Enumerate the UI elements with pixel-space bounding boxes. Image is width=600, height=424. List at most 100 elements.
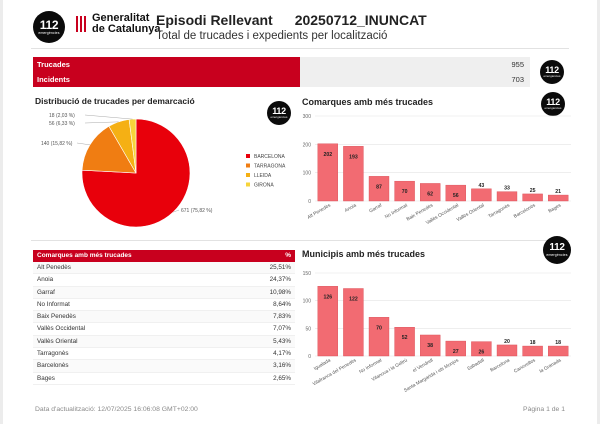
kpi-incidents: Incidents 703 [33, 72, 530, 87]
kpi-trucades: Trucades 955 [33, 57, 530, 72]
bar [343, 146, 364, 202]
x-tick-label: Garraf [368, 202, 383, 214]
bar-value-label: 52 [402, 335, 408, 341]
bar-value-label: 33 [504, 186, 510, 192]
y-tick-label: 150 [303, 271, 312, 277]
table-cell-comarca: Tarragonès [37, 350, 69, 358]
table-cell-comarca: Anoia [37, 276, 54, 284]
y-tick-label: 100 [303, 171, 312, 177]
comarques-chart-title: Comarques amb més trucades [302, 97, 434, 107]
pie-chart: 671 (75,82 %) 140 (15,82 %) 56 (6,33 %) 18 … [41, 113, 286, 228]
bar [343, 288, 364, 357]
header-divider [31, 48, 569, 49]
y-tick-label: 0 [308, 354, 311, 360]
bar [548, 345, 569, 357]
senyera-icon [76, 16, 88, 32]
bar-value-label: 18 [555, 340, 561, 346]
gencat-line2: de Catalunya [92, 23, 161, 35]
bar [445, 340, 466, 357]
bar [445, 184, 466, 202]
y-tick-label: 200 [303, 142, 312, 148]
table-row: Tarragonès 4,17% [33, 348, 295, 361]
table-cell-pct: 4,17% [273, 350, 291, 358]
table-row: No Informat 8,64% [33, 299, 295, 312]
update-timestamp: Data d'actualització: 12/07/2025 16:06:0… [35, 406, 198, 413]
table-header: Comarques amb més trucades % [33, 250, 295, 262]
bar-value-label: 26 [479, 350, 485, 356]
table-row: Bages 2,65% [33, 373, 295, 385]
logo-sub: emergències [38, 31, 60, 35]
pie-legend-label: LLEIDA [254, 173, 272, 179]
mid-divider [31, 240, 569, 241]
table-cell-pct: 5,43% [273, 337, 291, 345]
bar [368, 176, 390, 202]
table-row: Baix Penedès 7,83% [33, 311, 295, 324]
pie-value-label: 140 (15,82 %) [41, 141, 73, 147]
bar-value-label: 87 [376, 184, 382, 190]
comarques-table: Comarques amb més trucades % Alt Penedès… [33, 250, 295, 385]
table-cell-comarca: Bages [37, 374, 55, 382]
pie-slice [81, 125, 137, 174]
bar [368, 317, 390, 357]
table-cell-comarca: Vallès Occidental [37, 325, 86, 333]
pie-leader-line [84, 114, 133, 120]
bar [420, 183, 441, 202]
report-title: Episodi Rellevant 20250712_INUNCAT [156, 12, 427, 28]
x-tick-label: Sabadell [466, 358, 485, 373]
bar [522, 193, 543, 202]
logo-sub: emergències [543, 74, 561, 78]
x-tick-label: el Vendrell [412, 358, 434, 374]
episode-code: 20250712_INUNCAT [294, 12, 427, 28]
table-cell-comarca: Vallès Oriental [37, 337, 78, 345]
table-cell-pct: 10,98% [269, 288, 291, 296]
comarques-bar-chart: 0 100 200 300 202 Alt Penedès 193 Anoia 87 Garraf… [303, 114, 571, 226]
x-tick-label: Vallès Oriental [456, 203, 486, 224]
pie-value-label: 671 (75,82 %) [181, 208, 213, 214]
bar [496, 191, 518, 202]
kpi-incidents-label: Incidents [33, 72, 300, 87]
kpi-trucades-value: 955 [511, 60, 524, 69]
bar-value-label: 20 [504, 339, 510, 345]
pie-legend-swatch [246, 163, 250, 168]
y-tick-label: 300 [303, 114, 312, 120]
gencat-logo: Generalitat de Catalunya [76, 13, 160, 35]
y-tick-label: 0 [308, 199, 311, 205]
pie-value-label: 18 (2,03 %) [49, 113, 75, 119]
112-logo-comarques: 112 emergències [541, 92, 565, 116]
bar [317, 143, 338, 202]
pie-value-label: 56 (6,33 %) [49, 121, 75, 127]
bar-value-label: 43 [479, 183, 485, 189]
logo-number: 112 [549, 242, 565, 253]
table-cell-comarca: Baix Penedès [37, 313, 76, 321]
bar [394, 327, 415, 357]
x-tick-label: la Granada [539, 357, 563, 374]
bar [317, 286, 338, 357]
pie-leader-line [76, 142, 90, 146]
bar [394, 180, 415, 202]
112-logo: 112 emergències [33, 11, 65, 43]
kpi-trucades-label: Trucades [33, 57, 300, 72]
logo-sub: emergències [270, 115, 288, 119]
table-row: Garraf 10,98% [33, 286, 295, 299]
112-logo-municipis: 112 emergències [543, 236, 571, 264]
bar-value-label: 27 [453, 349, 459, 355]
bar-value-label: 25 [530, 188, 536, 194]
report-subtitle: Total de trucades i expedients per local… [156, 30, 388, 42]
bar-value-label: 18 [530, 340, 536, 346]
table-cell-pct: 25,51% [269, 264, 291, 271]
bar-value-label: 70 [376, 325, 382, 331]
bar-value-label: 122 [349, 296, 358, 302]
112-logo-pie: 112 emergències [267, 101, 291, 125]
x-tick-label: Barcelona [489, 357, 511, 373]
table-cell-comarca: Alt Penedès [37, 264, 71, 271]
bar [548, 194, 569, 202]
table-row: Vallès Occidental 7,07% [33, 323, 295, 336]
logo-sub: emergències [544, 106, 562, 110]
logo-number: 112 [545, 65, 559, 75]
report-title-text: Episodi Rellevant [156, 12, 273, 28]
bar-value-label: 62 [427, 191, 433, 197]
bar [496, 344, 518, 357]
table-row: Vallès Oriental 5,43% [33, 335, 295, 349]
table-cell-pct: 8,64% [273, 300, 291, 308]
table-header-pct: % [285, 252, 291, 259]
